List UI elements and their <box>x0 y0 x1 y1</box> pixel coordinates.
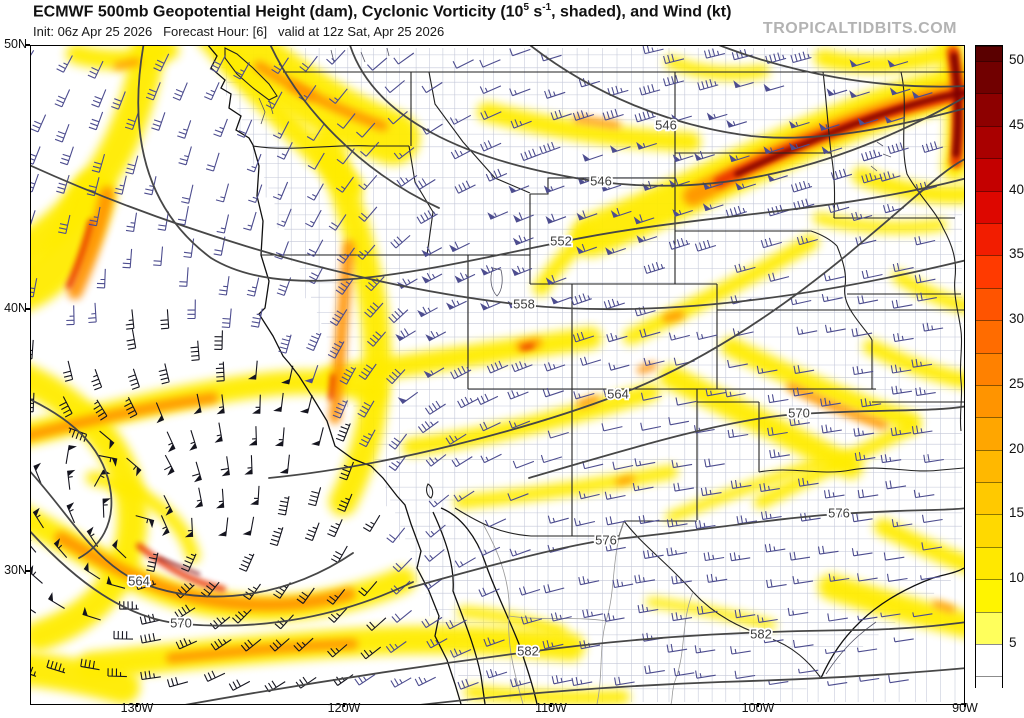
contour-label-576: 576 <box>828 506 850 521</box>
contour-label-558: 558 <box>513 297 535 312</box>
colorbar-segment <box>976 514 1002 547</box>
colorbar-segment <box>976 190 1002 223</box>
lon-label: 130W <box>120 701 154 715</box>
colorbar-segment <box>976 644 1002 677</box>
contour-label-582: 582 <box>750 627 772 642</box>
colorbar-segment <box>976 417 1002 450</box>
colorbar-segment <box>976 93 1002 126</box>
colorbar-segment <box>976 125 1002 159</box>
contour-label-552: 552 <box>550 234 572 249</box>
colorbar-segment <box>976 676 1002 689</box>
salton-sea <box>426 483 434 499</box>
colorbar-tick-label: 30 <box>1009 311 1024 327</box>
contour-label-546: 546 <box>655 118 677 133</box>
colorbar-segment <box>976 222 1002 256</box>
contour-label-582: 582 <box>517 644 539 659</box>
lon-label: 110W <box>535 701 567 715</box>
contour-labels: 546 546 552 558 564 570 576 576 564 570 582 582 <box>126 116 851 661</box>
colorbar-segment <box>976 546 1002 580</box>
vorticity-colorbar <box>975 45 1003 689</box>
colorbar-tick-label: 15 <box>1009 505 1024 521</box>
colorbar-tick-label: 35 <box>1009 246 1024 262</box>
colorbar-segment <box>976 384 1002 418</box>
colorbar-tick-label: 10 <box>1009 570 1024 586</box>
lat-tick <box>25 308 30 310</box>
contour-label-564: 564 <box>128 574 150 589</box>
colorbar-segment <box>976 482 1002 515</box>
colorbar-tick-label: 25 <box>1009 375 1024 391</box>
colorbar-segment <box>976 287 1002 321</box>
colorbar-tick-label: 40 <box>1009 181 1024 197</box>
lat-tick <box>25 44 30 46</box>
height-contours <box>31 46 964 704</box>
lat-tick <box>25 570 30 572</box>
colorbar-segment <box>976 61 1002 94</box>
contour-label-570: 570 <box>170 616 192 631</box>
colorbar-segment <box>976 255 1002 288</box>
colorbar-segment <box>976 352 1002 385</box>
lat-label: 40N <box>4 301 27 315</box>
colorbar-tick-label: 20 <box>1009 440 1024 456</box>
contour-label-576: 576 <box>595 533 617 548</box>
lon-tick <box>550 703 552 707</box>
colorbar-segment <box>976 579 1002 612</box>
colorbar-tick-label: 5 <box>1009 635 1017 651</box>
lon-tick <box>964 703 966 707</box>
lon-label: 100W <box>741 701 775 715</box>
contour-label-570: 570 <box>788 406 810 421</box>
lon-tick <box>757 703 759 707</box>
vancouver-island <box>224 47 278 101</box>
page-title: ECMWF 500mb Geopotential Height (dam), C… <box>33 2 732 21</box>
lon-label: 90W <box>952 701 978 715</box>
lat-label: 30N <box>4 563 27 577</box>
lon-tick <box>343 703 345 707</box>
map-panel: 546 546 552 558 564 570 576 576 564 570 582 582 <box>30 45 965 705</box>
lon-tick <box>136 703 138 707</box>
colorbar-segment <box>976 158 1002 191</box>
tropicaltidbits-watermark-link[interactable]: TROPICALTIDBITS.COM <box>762 20 957 37</box>
colorbar-segment <box>976 46 1002 62</box>
wind-barbs <box>31 46 944 693</box>
colorbar-segment <box>976 449 1002 483</box>
colorbar-segment <box>976 320 1002 353</box>
lon-label: 120W <box>327 701 361 715</box>
colorbar-tick-label: 45 <box>1009 116 1024 132</box>
colorbar-tick-label: 50 <box>1009 52 1024 68</box>
colorbar-segment <box>976 611 1002 644</box>
contour-label-564: 564 <box>607 387 629 402</box>
contour-label-546: 546 <box>590 174 612 189</box>
init-forecast-line: Init: 06z Apr 25 2026 Forecast Hour: [6]… <box>33 24 445 39</box>
map-canvas: 546 546 552 558 564 570 576 576 564 570 582 582 <box>31 46 964 704</box>
lat-label: 50N <box>4 37 27 51</box>
